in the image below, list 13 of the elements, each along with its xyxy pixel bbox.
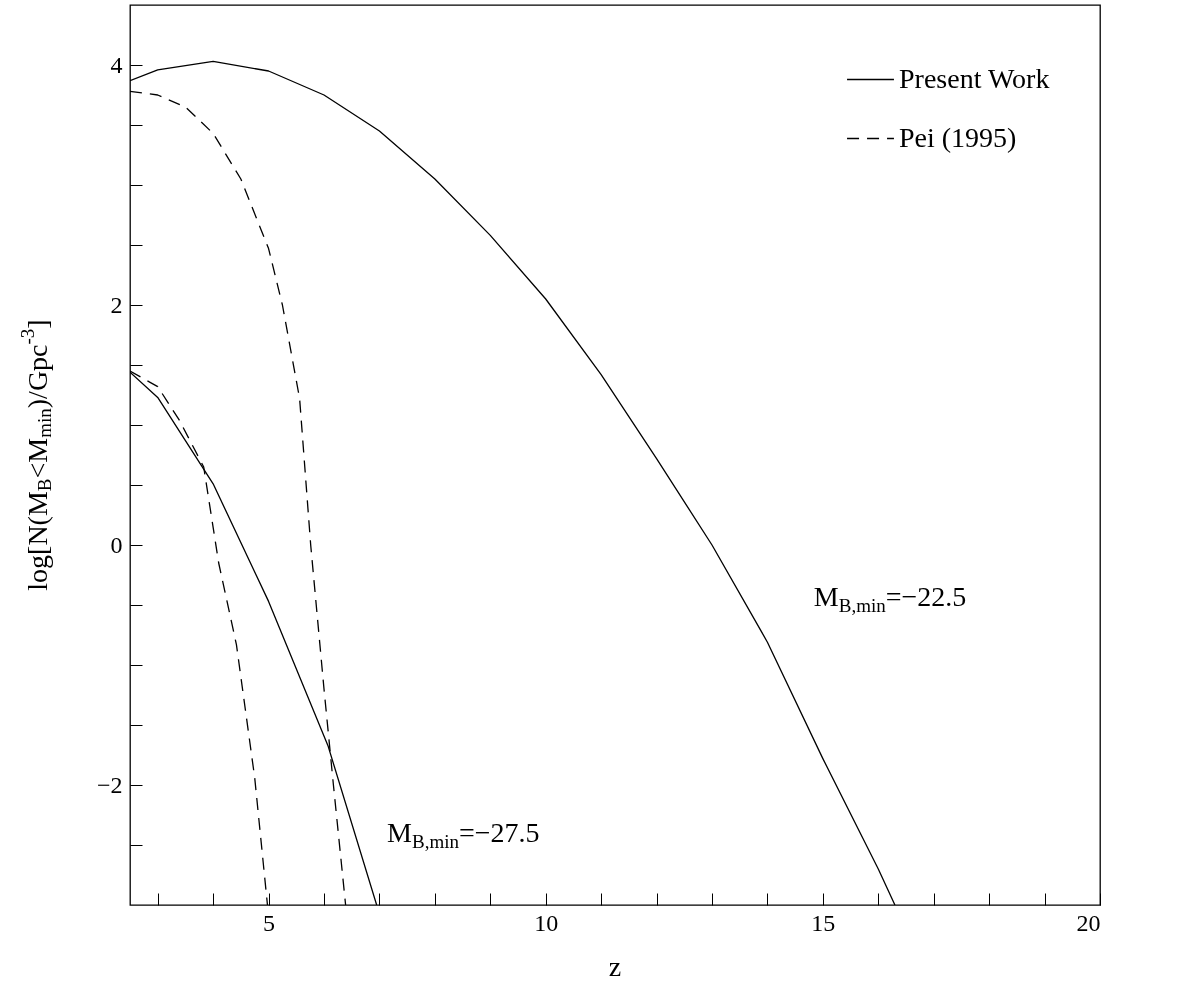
x-axis-title: z (608, 951, 622, 981)
legend-label: Present Work (899, 62, 1050, 94)
y-tick-label: 4 (110, 51, 123, 78)
annotation: M$_{B,min}$=−27.5 (387, 816, 540, 853)
x-tick-label: 5 (263, 909, 276, 936)
x-tick-label: 15 (811, 909, 836, 936)
legend-label: Pei (1995) (899, 121, 1017, 153)
x-tick-label: 10 (534, 909, 559, 936)
y-tick-label: 2 (110, 291, 123, 318)
y-tick-label: −2 (96, 771, 123, 798)
x-tick-label: 20 (1076, 909, 1101, 936)
y-tick-label: 0 (110, 531, 123, 558)
annotation: M$_{B,min}$=−22.5 (813, 580, 967, 617)
